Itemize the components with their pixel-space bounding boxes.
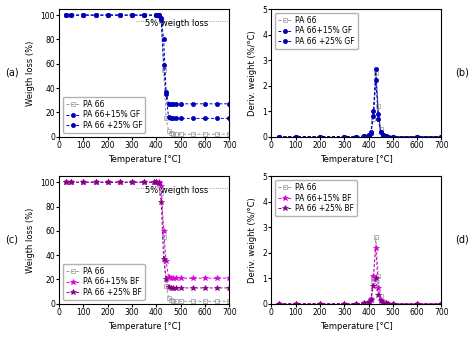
Legend: PA 66, PA 66+15% GF, PA 66 +25% GF: PA 66, PA 66+15% GF, PA 66 +25% GF: [275, 13, 358, 49]
Text: 5% weigth loss: 5% weigth loss: [146, 19, 209, 28]
Text: (c): (c): [5, 235, 18, 245]
Text: (a): (a): [5, 68, 18, 78]
X-axis label: Temperature [°C]: Temperature [°C]: [108, 155, 181, 164]
Legend: PA 66, PA 66+15% BF, PA 66 +25% BF: PA 66, PA 66+15% BF, PA 66 +25% BF: [275, 180, 357, 216]
Y-axis label: Weigth loss (%): Weigth loss (%): [26, 40, 35, 105]
X-axis label: Temperature [°C]: Temperature [°C]: [108, 323, 181, 332]
Y-axis label: Weigth loss (%): Weigth loss (%): [26, 207, 35, 273]
X-axis label: Temperature [°C]: Temperature [°C]: [320, 155, 393, 164]
Y-axis label: Deriv. weight (%/°C): Deriv. weight (%/°C): [248, 30, 257, 116]
Text: 5% weigth loss: 5% weigth loss: [146, 186, 209, 195]
X-axis label: Temperature [°C]: Temperature [°C]: [320, 323, 393, 332]
Text: (b): (b): [455, 68, 469, 78]
Text: (d): (d): [455, 235, 469, 245]
Legend: PA 66, PA 66+15% BF, PA 66 +25% BF: PA 66, PA 66+15% BF, PA 66 +25% BF: [63, 264, 145, 300]
Y-axis label: Deriv. weight (%/°C): Deriv. weight (%/°C): [248, 197, 257, 283]
Legend: PA 66, PA 66+15% GF, PA 66 +25% GF: PA 66, PA 66+15% GF, PA 66 +25% GF: [63, 97, 146, 133]
